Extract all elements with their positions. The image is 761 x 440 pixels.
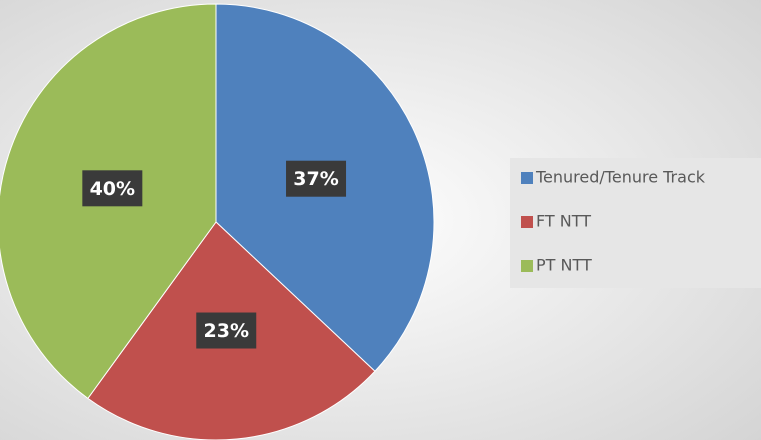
data-label: 40%: [90, 178, 135, 200]
legend-swatch: [521, 172, 533, 184]
legend-label: Tenured/Tenure Track: [535, 168, 706, 187]
legend-swatch: [521, 216, 533, 228]
legend-label: FT NTT: [536, 212, 591, 231]
data-label-box: [196, 312, 257, 349]
data-label: 37%: [293, 168, 338, 190]
legend-box: [510, 158, 761, 288]
data-label-box: [82, 170, 143, 207]
legend-label: PT NTT: [536, 256, 592, 275]
data-label-box: [286, 160, 347, 197]
data-label: 23%: [204, 320, 249, 342]
legend-swatch: [521, 260, 533, 272]
